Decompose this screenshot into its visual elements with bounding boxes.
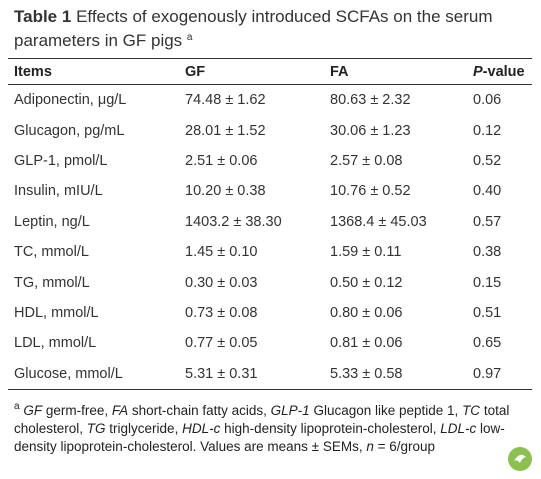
footnote-text: TG <box>86 421 106 436</box>
table-row: TC, mmol/L 1.45 ± 0.10 1.59 ± 0.11 0.38 <box>8 237 532 267</box>
table-cell: 1.45 ± 0.10 <box>185 244 258 261</box>
table-cell: TC, mmol/L <box>14 244 89 261</box>
table-cell: 80.63 ± 2.32 <box>330 92 411 109</box>
table-cell: 0.52 <box>473 152 502 169</box>
table-cell: 2.51 ± 0.06 <box>185 152 258 169</box>
table-cell: 0.73 ± 0.08 <box>185 304 258 321</box>
header-row: Items GF FA P-value <box>8 58 532 85</box>
table-row: Adiponectin, μg/L 74.48 ± 1.62 80.63 ± 2.3… <box>8 85 532 116</box>
footnote-mark: a <box>14 401 20 412</box>
table-row: Leptin, ng/L 1403.2 ± 38.30 1368.4 ± 45.03… <box>8 207 532 237</box>
footnote-text: triglyceride, <box>105 421 183 436</box>
table-cell: LDL, mmol/L <box>14 335 97 352</box>
table-cell: Insulin, mIU/L <box>14 183 103 200</box>
footnote-text: = 6/group <box>373 439 436 454</box>
table-cell: 5.33 ± 0.58 <box>324 358 467 390</box>
footnote-text: GLP-1 <box>270 403 310 418</box>
table-cell: Leptin, ng/L <box>14 213 90 230</box>
footnote-text: germ-free, <box>42 403 112 418</box>
footnote-text: LDL-c <box>440 421 477 436</box>
table-cell: 2.57 ± 0.08 <box>330 152 403 169</box>
table-cell: 5.31 ± 0.31 <box>179 358 324 390</box>
footnote-text: low-density lipoprotein-cholesterol. Val… <box>14 421 505 454</box>
table-cell: 1.59 ± 0.11 <box>330 244 402 261</box>
table-cell: 1403.2 ± 38.30 <box>185 213 282 230</box>
table-row: Insulin, mIU/L 10.20 ± 0.38 10.76 ± 0.52 0.… <box>8 176 532 206</box>
table-cell: 10.76 ± 0.52 <box>330 183 411 200</box>
table-cell: TG, mmol/L <box>14 274 90 291</box>
table-row: Glucagon, pg/mL 28.01 ± 1.52 30.06 ± 1.23 0… <box>8 115 532 145</box>
table-cell: 0.81 ± 0.06 <box>330 335 403 352</box>
table-row: TG, mmol/L 0.30 ± 0.03 0.50 ± 0.12 0.15 <box>8 267 532 297</box>
footnote-text: n <box>366 439 374 454</box>
footnote-text: GF <box>23 403 43 418</box>
footnote: a GF germ-free, FA short-chain fatty aci… <box>14 398 514 456</box>
column-header: GF <box>179 58 324 85</box>
table-cell: 0.06 <box>473 92 502 109</box>
table-cell: 30.06 ± 1.23 <box>330 122 411 139</box>
table-cell: 0.40 <box>473 183 502 200</box>
table-body: Adiponectin, μg/L 74.48 ± 1.62 80.63 ± 2.3… <box>8 85 532 390</box>
table-row: LDL, mmol/L 0.77 ± 0.05 0.81 ± 0.06 0.65 <box>8 328 532 358</box>
footnote-text: TC <box>462 403 481 418</box>
table-cell: 0.30 ± 0.03 <box>185 274 258 291</box>
table-cell: HDL, mmol/L <box>14 304 99 321</box>
data-table: Items GF FA P-value Adiponectin, μg/L 74.48 … <box>8 58 532 390</box>
column-header: Items <box>8 58 179 85</box>
table-title: Table 1 Effects of exogenously introduce… <box>14 6 514 51</box>
table-cell: 0.80 ± 0.06 <box>330 304 403 321</box>
table-cell: 10.20 ± 0.38 <box>185 183 266 200</box>
footnote-text: FA <box>111 403 129 418</box>
title-text: Effects of exogenously introduced SCFAs … <box>14 7 493 50</box>
table-label: Table 1 <box>14 7 72 26</box>
table-row: HDL, mmol/L 0.73 ± 0.08 0.80 ± 0.06 0.51 <box>8 298 532 328</box>
table-cell: 0.97 <box>467 358 532 390</box>
table-cell: 74.48 ± 1.62 <box>185 92 266 109</box>
table-row: Glucose, mmol/L 5.31 ± 0.31 5.33 ± 0.58 0.9… <box>8 358 532 390</box>
header-italic: P <box>473 63 483 80</box>
table-cell: Glucose, mmol/L <box>8 358 179 390</box>
title-note: a <box>186 32 193 43</box>
table-cell: 0.15 <box>473 274 502 291</box>
table-cell: 0.77 ± 0.05 <box>185 335 258 352</box>
table-cell: 0.65 <box>473 335 502 352</box>
table-cell: 1368.4 ± 45.03 <box>330 213 427 230</box>
footnote-text: total cholesterol, <box>14 403 514 436</box>
table-cell: Glucagon, pg/mL <box>14 122 125 139</box>
footnote-text: high-density lipoprotein-cholesterol, <box>220 421 441 436</box>
table-cell: 0.51 <box>473 304 502 321</box>
table-cell: 0.12 <box>473 122 502 139</box>
column-header: FA <box>324 58 467 85</box>
table-cell: 0.50 ± 0.12 <box>330 274 403 291</box>
table-cell: 0.57 <box>473 213 502 230</box>
table-cell: 28.01 ± 1.52 <box>185 122 266 139</box>
column-header: P-value <box>467 58 532 85</box>
footnote-text: short-chain fatty acids, <box>128 403 271 418</box>
footnote-text: HDL-c <box>182 421 221 436</box>
logo-icon <box>508 447 532 471</box>
table-cell: Adiponectin, μg/L <box>14 92 127 109</box>
header-text: -value <box>482 63 525 80</box>
table-row: GLP-1, pmol/L 2.51 ± 0.06 2.57 ± 0.08 0.52 <box>8 146 532 176</box>
table-cell: 0.38 <box>473 244 502 261</box>
table-cell: GLP-1, pmol/L <box>14 152 108 169</box>
footnote-text: Glucagon like peptide 1, <box>309 403 463 418</box>
